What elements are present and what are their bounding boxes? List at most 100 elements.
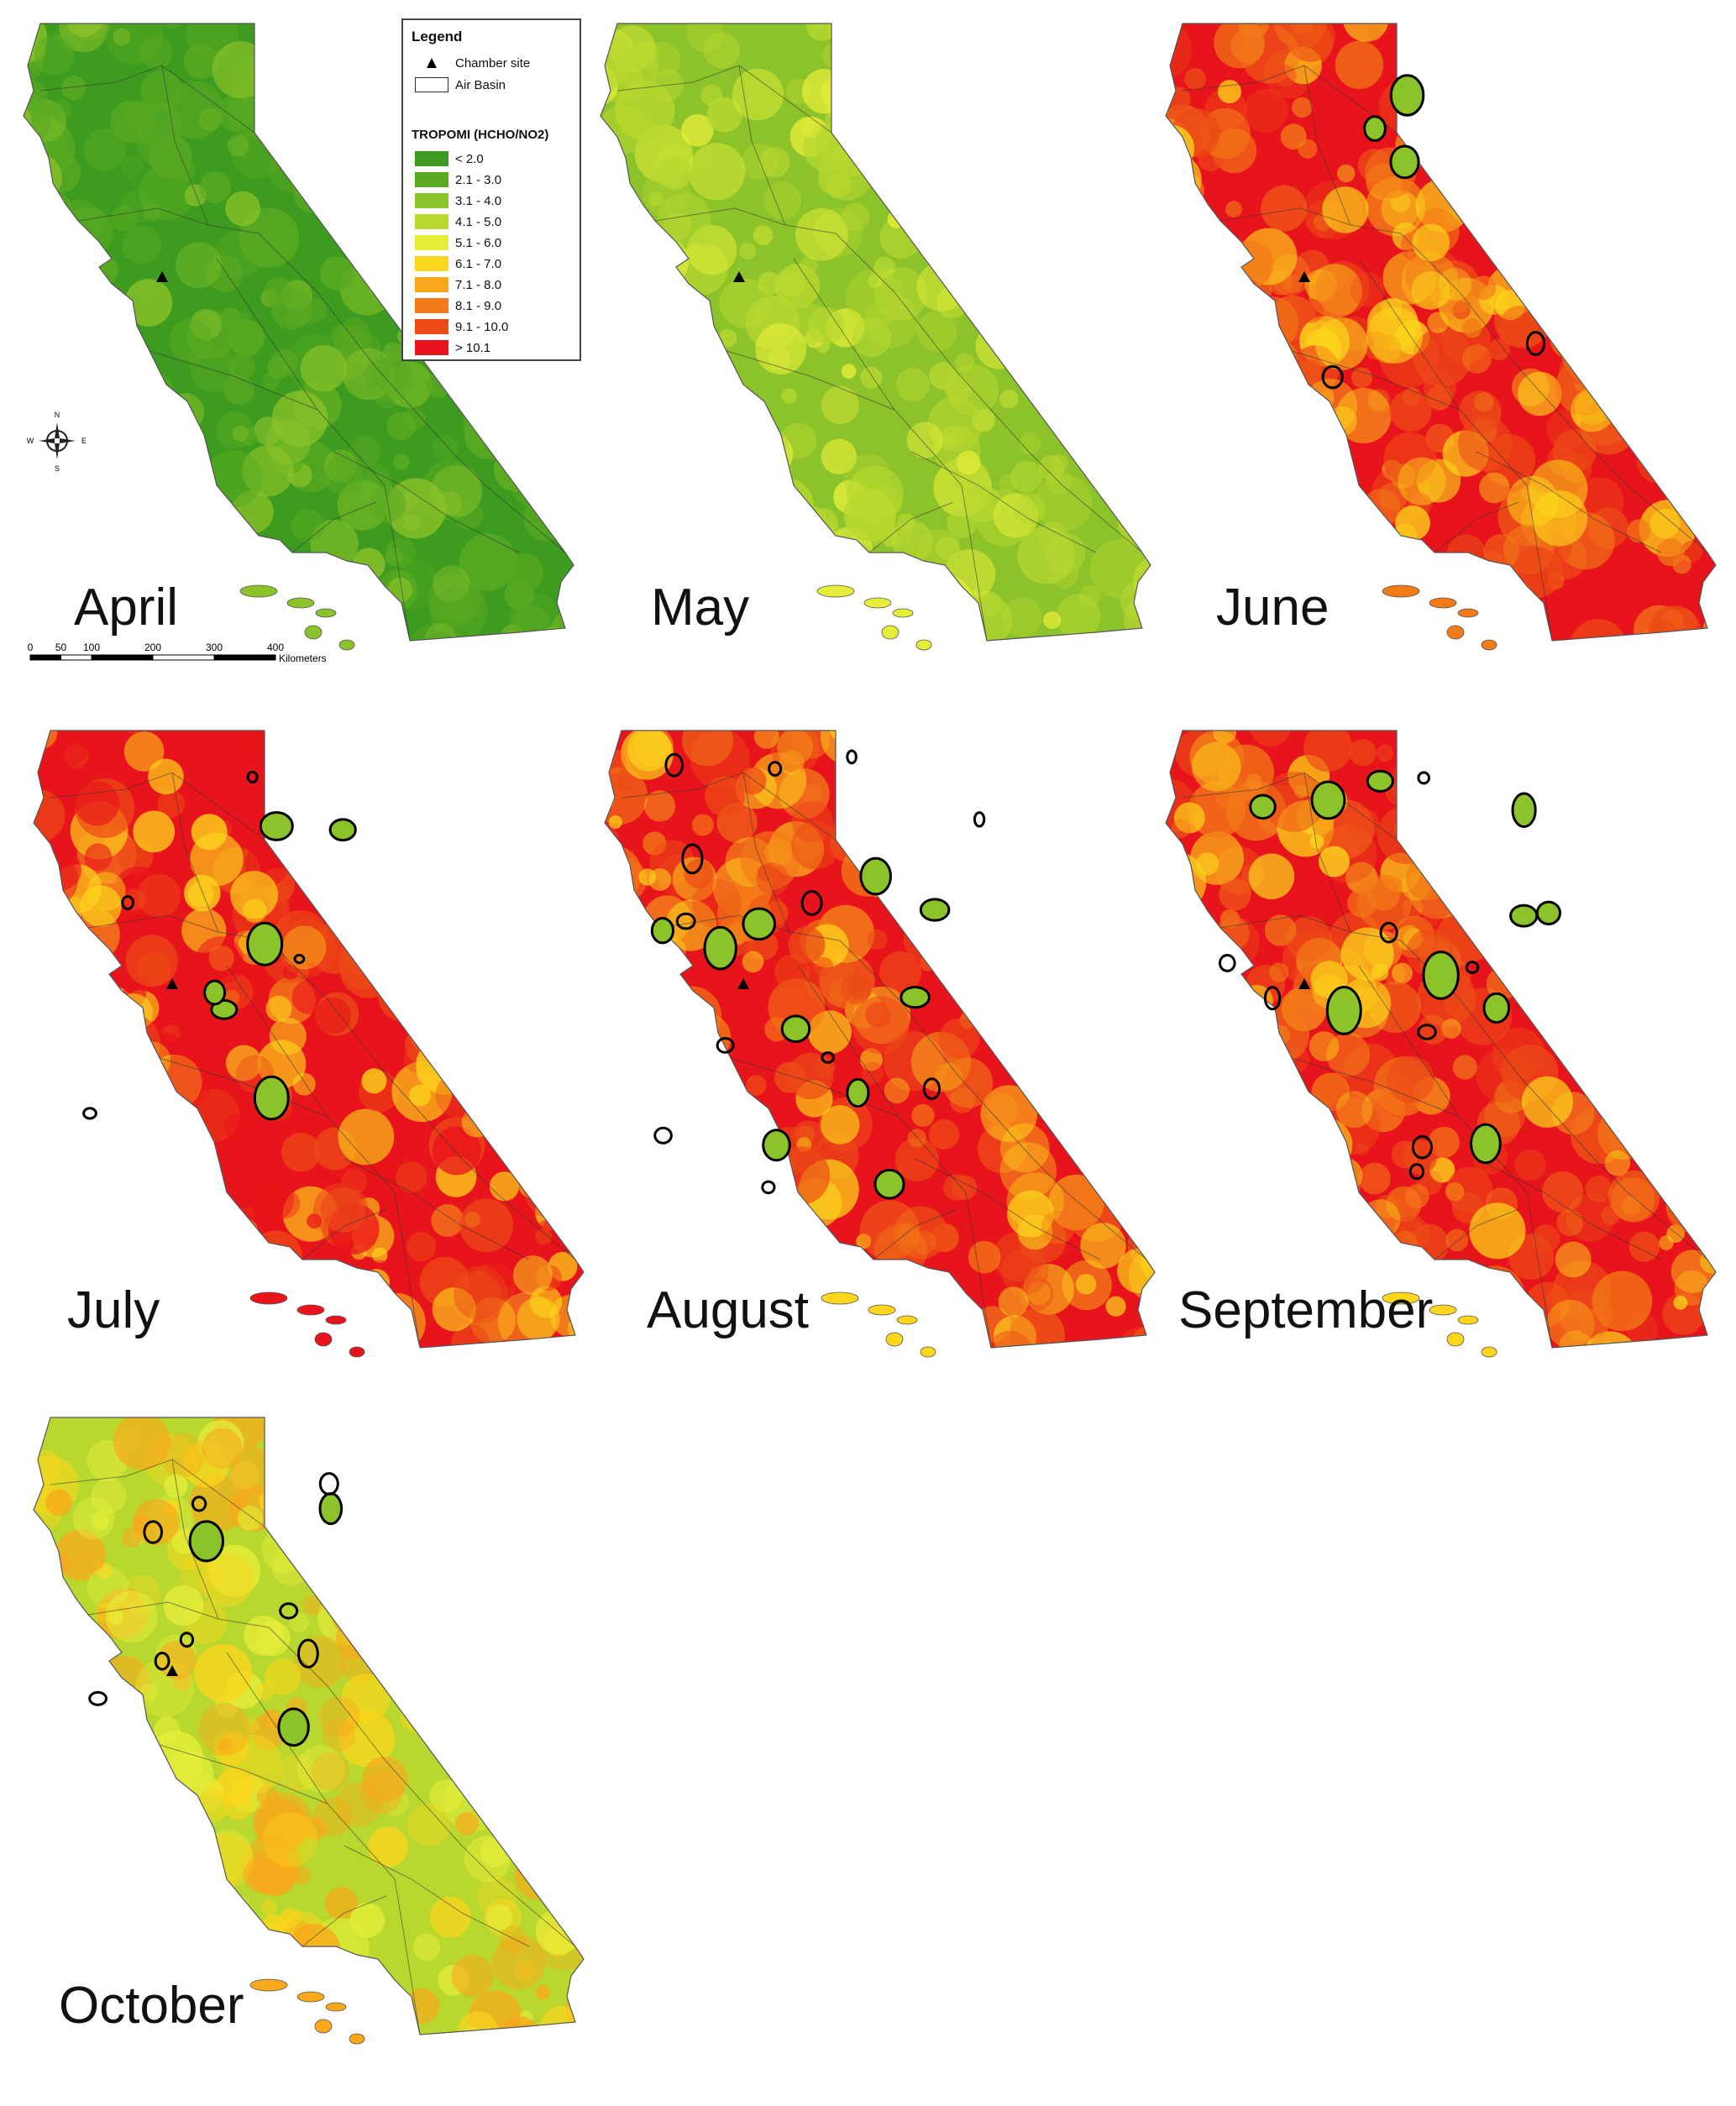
chamber-site-marker bbox=[166, 1665, 178, 1676]
month-label: July bbox=[67, 1281, 160, 1339]
island bbox=[881, 625, 899, 640]
scale-tick-label: 50 bbox=[55, 642, 67, 653]
island bbox=[349, 1346, 365, 1358]
fire-perimeter bbox=[1525, 331, 1546, 356]
chamber-site-marker bbox=[737, 978, 749, 989]
island bbox=[296, 1991, 325, 2003]
air-basin-boundaries bbox=[39, 65, 566, 641]
compass-s: S bbox=[55, 464, 60, 473]
fire-perimeter bbox=[188, 1520, 225, 1563]
fire-perimeter bbox=[653, 1126, 673, 1145]
island bbox=[1457, 1315, 1479, 1325]
map-panel-august: August bbox=[596, 722, 1176, 1419]
compass-e: E bbox=[81, 437, 87, 445]
legend-class: 8.1 - 9.0 bbox=[415, 296, 501, 315]
legend-class: > 10.1 bbox=[415, 338, 490, 357]
scale-tick-label: 400 bbox=[267, 642, 284, 653]
fire-perimeter bbox=[675, 912, 696, 930]
fire-perimeter bbox=[121, 895, 134, 910]
legend-class-label: 7.1 - 8.0 bbox=[455, 277, 502, 292]
state-fill bbox=[1166, 731, 1716, 1348]
fire-perimeter bbox=[246, 770, 259, 784]
legend-swatch bbox=[415, 214, 448, 229]
fire-perimeter bbox=[780, 1014, 811, 1044]
fire-perimeter bbox=[973, 811, 986, 828]
fire-perimeter bbox=[1366, 769, 1394, 793]
island bbox=[296, 1304, 325, 1316]
fire-perimeter bbox=[650, 917, 675, 945]
fire-perimeter bbox=[681, 843, 704, 875]
state-outline bbox=[600, 23, 1151, 642]
legend-class-label: < 2.0 bbox=[455, 151, 484, 166]
legend-swatch bbox=[415, 151, 448, 166]
fire-perimeter bbox=[1321, 364, 1344, 390]
california-map bbox=[33, 1417, 585, 2045]
month-label: April bbox=[74, 579, 179, 637]
fire-perimeter bbox=[821, 1051, 836, 1064]
scale-segment bbox=[152, 654, 215, 661]
scale-segment bbox=[91, 654, 154, 661]
fire-perimeter bbox=[1263, 986, 1282, 1011]
island bbox=[1446, 625, 1465, 640]
chamber-site-marker bbox=[1298, 978, 1310, 989]
legend-class-label: 3.1 - 4.0 bbox=[455, 193, 502, 208]
scale-tick-label: 200 bbox=[144, 642, 161, 653]
island bbox=[239, 584, 278, 598]
island bbox=[1382, 584, 1420, 598]
island bbox=[885, 1332, 904, 1347]
california-map bbox=[33, 730, 585, 1358]
legend-class-label: 5.1 - 6.0 bbox=[455, 235, 502, 250]
legend-swatch bbox=[415, 277, 448, 292]
fire-perimeter bbox=[154, 1652, 170, 1671]
state-outline bbox=[33, 1417, 585, 2035]
island bbox=[249, 1291, 288, 1305]
fire-perimeter bbox=[1417, 771, 1431, 785]
air-basin-swatch bbox=[415, 77, 448, 92]
legend-class: 2.1 - 3.0 bbox=[415, 170, 501, 189]
fire-perimeter bbox=[846, 749, 858, 765]
fire-perimeter bbox=[919, 898, 951, 922]
state-outline bbox=[33, 730, 585, 1349]
fire-perimeter bbox=[1535, 900, 1561, 926]
fire-perimeter bbox=[1470, 1123, 1502, 1165]
fire-perimeter bbox=[1411, 1134, 1433, 1160]
map-panel-october: October bbox=[25, 1409, 605, 2106]
island bbox=[1446, 1332, 1465, 1347]
fire-perimeter bbox=[253, 1075, 290, 1121]
island bbox=[249, 1978, 288, 1992]
legend-swatch bbox=[415, 235, 448, 250]
island bbox=[915, 639, 932, 651]
fire-perimeter bbox=[1422, 951, 1460, 1000]
fire-perimeter bbox=[716, 1037, 735, 1054]
fire-perimeter bbox=[761, 1180, 776, 1195]
state-outline bbox=[23, 23, 574, 642]
legend-class: 6.1 - 7.0 bbox=[415, 254, 501, 273]
map-panel-may: May bbox=[592, 15, 1172, 712]
fire-perimeter bbox=[293, 953, 306, 965]
fire-perimeter bbox=[703, 925, 737, 971]
island bbox=[816, 584, 855, 598]
scale-tick-label: 0 bbox=[28, 642, 34, 653]
fire-perimeter bbox=[203, 979, 227, 1006]
scale-tick-label: 300 bbox=[206, 642, 223, 653]
texture-layer bbox=[601, 24, 1151, 641]
chamber-site-marker bbox=[156, 271, 168, 282]
scale-segment bbox=[29, 654, 61, 661]
fire-perimeter bbox=[1219, 954, 1236, 972]
month-label: August bbox=[647, 1281, 810, 1339]
legend-class-label: 6.1 - 7.0 bbox=[455, 256, 502, 271]
legend-class: 3.1 - 4.0 bbox=[415, 191, 501, 210]
island bbox=[1429, 1304, 1457, 1316]
month-label: September bbox=[1178, 1281, 1434, 1339]
fire-perimeter bbox=[1379, 921, 1398, 944]
month-label: June bbox=[1216, 579, 1330, 637]
month-label: May bbox=[651, 579, 750, 637]
fire-perimeter bbox=[762, 1129, 791, 1162]
california-map bbox=[1165, 730, 1717, 1358]
month-label: October bbox=[59, 1977, 244, 2035]
fire-perimeter bbox=[328, 818, 357, 842]
legend-class-label: 8.1 - 9.0 bbox=[455, 298, 502, 313]
compass-icon: N S E W bbox=[27, 411, 87, 473]
legend-scale-title: TROPOMI (HCHO/NO2) bbox=[412, 128, 549, 142]
